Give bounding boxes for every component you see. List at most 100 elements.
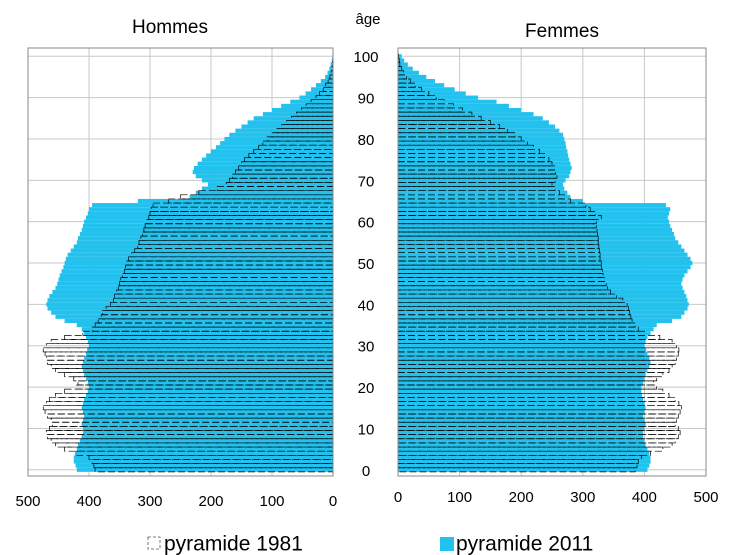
y-tick-label: 10 [358, 421, 375, 438]
bar-outline [55, 368, 334, 373]
x-tick-label: 500 [15, 493, 40, 510]
bar [262, 112, 333, 117]
bar [84, 219, 334, 224]
x-tick-label: 200 [198, 493, 223, 510]
bar [82, 409, 334, 414]
bar [398, 385, 642, 390]
bar [398, 418, 645, 423]
bar [78, 236, 334, 241]
bar [398, 174, 570, 179]
bar [398, 120, 549, 125]
bar [81, 364, 334, 369]
legend-swatch [440, 537, 454, 551]
bar [398, 128, 560, 133]
bar [398, 459, 651, 464]
bar [398, 112, 534, 117]
bar [398, 339, 646, 344]
bar [398, 157, 570, 162]
bar [84, 397, 334, 402]
bar [73, 459, 333, 464]
bar [398, 141, 566, 146]
bar [398, 203, 666, 208]
bar [92, 203, 333, 208]
bar [398, 165, 572, 170]
bar [241, 124, 333, 129]
bar [398, 455, 651, 460]
bar [235, 128, 333, 133]
bar [398, 87, 455, 92]
bar [67, 252, 334, 257]
bar [81, 227, 334, 233]
bar [398, 269, 688, 274]
bar [398, 265, 691, 270]
bar [78, 442, 334, 448]
bar [89, 207, 333, 212]
bar [315, 83, 333, 88]
bar [82, 368, 334, 373]
bar [398, 327, 654, 332]
bar [55, 285, 333, 290]
bar [47, 298, 334, 303]
bar [398, 281, 682, 286]
bar [55, 314, 333, 319]
bar [398, 298, 688, 303]
bar [76, 467, 334, 472]
right-title: Femmes [525, 21, 599, 42]
bar [398, 145, 567, 150]
bar [398, 347, 647, 352]
bar [82, 223, 334, 228]
bar [75, 463, 333, 468]
bar-outline [397, 310, 630, 316]
bar-outline [266, 136, 334, 142]
bar [398, 430, 644, 435]
bar [398, 62, 408, 67]
bar [398, 463, 650, 468]
x-tick-label: 400 [76, 493, 101, 510]
bar [89, 343, 333, 348]
bar [207, 182, 333, 187]
bar-outline [397, 401, 680, 407]
bar [398, 194, 571, 199]
bar [46, 302, 334, 307]
bar [398, 99, 497, 104]
bar [398, 397, 644, 402]
x-tick-label: 500 [693, 489, 718, 506]
bar [52, 289, 334, 295]
bar-outline [397, 190, 560, 196]
bar [398, 215, 668, 220]
plot-frame [397, 47, 707, 477]
bar [398, 54, 402, 59]
bar [85, 393, 333, 398]
bar [87, 380, 333, 386]
bar [253, 116, 333, 121]
bar [398, 79, 435, 84]
x-tick-label: 0 [329, 493, 337, 510]
bar [398, 376, 645, 381]
bar [87, 389, 333, 394]
bar [137, 198, 333, 204]
bar [327, 70, 333, 75]
bar [398, 351, 648, 357]
bar [398, 302, 689, 307]
bar [398, 107, 522, 113]
bar [398, 136, 565, 142]
x-tick-label: 300 [570, 489, 595, 506]
bar [398, 426, 645, 431]
y-tick-label: 70 [358, 173, 375, 190]
bar [281, 103, 333, 108]
x-tick-label: 400 [632, 489, 657, 506]
bar [398, 413, 644, 419]
bar [84, 356, 334, 361]
bar-outline [235, 169, 334, 175]
bar [73, 244, 333, 249]
bar [398, 186, 565, 191]
bar [398, 66, 413, 71]
bar [398, 318, 673, 323]
bar [58, 277, 333, 282]
bar [398, 434, 644, 439]
bar [398, 401, 645, 406]
bar [398, 331, 651, 336]
bar-outline [305, 103, 334, 109]
bar [398, 227, 673, 233]
